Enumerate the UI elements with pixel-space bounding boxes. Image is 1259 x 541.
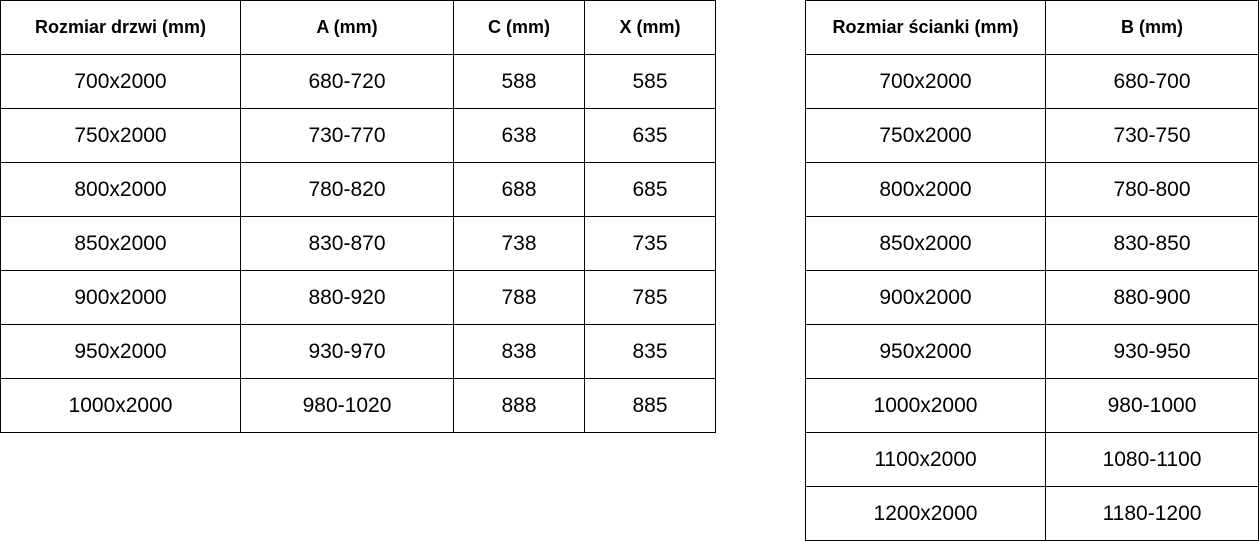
table-row: 1000x2000 980-1000 (805, 378, 1259, 433)
table-cell: 980-1000 (1045, 378, 1259, 433)
table-cell: 835 (584, 324, 716, 379)
table-cell: 1100x2000 (805, 432, 1046, 487)
table-cell: 788 (453, 270, 585, 325)
table-cell: 1200x2000 (805, 486, 1046, 541)
table-row: 700x2000 680-720 588 585 (0, 54, 716, 109)
table-row: 750x2000 730-770 638 635 (0, 108, 716, 163)
table-cell: 1000x2000 (0, 378, 241, 433)
door-size-table: Rozmiar drzwi (mm) A (mm) C (mm) X (mm) 700… (0, 0, 716, 433)
table-row: 950x2000 930-950 (805, 324, 1259, 379)
table-cell: 680-700 (1045, 54, 1259, 109)
table-cell: 888 (453, 378, 585, 433)
table-cell: 900x2000 (0, 270, 241, 325)
table-cell: 880-900 (1045, 270, 1259, 325)
table-cell: 585 (584, 54, 716, 109)
table-cell: 980-1020 (240, 378, 454, 433)
table-cell: 1180-1200 (1045, 486, 1259, 541)
table-cell: 700x2000 (805, 54, 1046, 109)
table-cell: 850x2000 (805, 216, 1046, 271)
table-cell: 930-970 (240, 324, 454, 379)
table-cell: 750x2000 (0, 108, 241, 163)
column-header: X (mm) (584, 0, 716, 55)
table-row: 1200x2000 1180-1200 (805, 486, 1259, 541)
table-cell: 830-850 (1045, 216, 1259, 271)
table-cell: 780-800 (1045, 162, 1259, 217)
table-cell: 930-950 (1045, 324, 1259, 379)
table-cell: 838 (453, 324, 585, 379)
column-header: C (mm) (453, 0, 585, 55)
table-cell: 780-820 (240, 162, 454, 217)
table-row: 950x2000 930-970 838 835 (0, 324, 716, 379)
table-cell: 638 (453, 108, 585, 163)
table-cell: 685 (584, 162, 716, 217)
table-row: 1000x2000 980-1020 888 885 (0, 378, 716, 433)
table-cell: 735 (584, 216, 716, 271)
table-cell: 800x2000 (0, 162, 241, 217)
table-cell: 750x2000 (805, 108, 1046, 163)
table-cell: 885 (584, 378, 716, 433)
header-row: Rozmiar ścianki (mm) B (mm) (805, 0, 1259, 55)
table-cell: 730-770 (240, 108, 454, 163)
table-cell: 1000x2000 (805, 378, 1046, 433)
table-cell: 850x2000 (0, 216, 241, 271)
table-cell: 730-750 (1045, 108, 1259, 163)
table-row: 700x2000 680-700 (805, 54, 1259, 109)
table-cell: 950x2000 (805, 324, 1046, 379)
table-cell: 688 (453, 162, 585, 217)
table-cell: 785 (584, 270, 716, 325)
table-row: 800x2000 780-820 688 685 (0, 162, 716, 217)
table-cell: 738 (453, 216, 585, 271)
table-cell: 950x2000 (0, 324, 241, 379)
table-row: 850x2000 830-870 738 735 (0, 216, 716, 271)
table-cell: 588 (453, 54, 585, 109)
header-row: Rozmiar drzwi (mm) A (mm) C (mm) X (mm) (0, 0, 716, 55)
table-row: 1100x2000 1080-1100 (805, 432, 1259, 487)
wall-size-table: Rozmiar ścianki (mm) B (mm) 700x2000 680-7… (805, 0, 1259, 541)
table-cell: 635 (584, 108, 716, 163)
table-row: 900x2000 880-900 (805, 270, 1259, 325)
table-cell: 700x2000 (0, 54, 241, 109)
column-header: A (mm) (240, 0, 454, 55)
column-header: B (mm) (1045, 0, 1259, 55)
column-header: Rozmiar ścianki (mm) (805, 0, 1046, 55)
table-row: 750x2000 730-750 (805, 108, 1259, 163)
table-cell: 900x2000 (805, 270, 1046, 325)
table-cell: 830-870 (240, 216, 454, 271)
table-cell: 680-720 (240, 54, 454, 109)
table-row: 850x2000 830-850 (805, 216, 1259, 271)
table-cell: 1080-1100 (1045, 432, 1259, 487)
table-cell: 800x2000 (805, 162, 1046, 217)
table-row: 900x2000 880-920 788 785 (0, 270, 716, 325)
table-cell: 880-920 (240, 270, 454, 325)
column-header: Rozmiar drzwi (mm) (0, 0, 241, 55)
table-row: 800x2000 780-800 (805, 162, 1259, 217)
